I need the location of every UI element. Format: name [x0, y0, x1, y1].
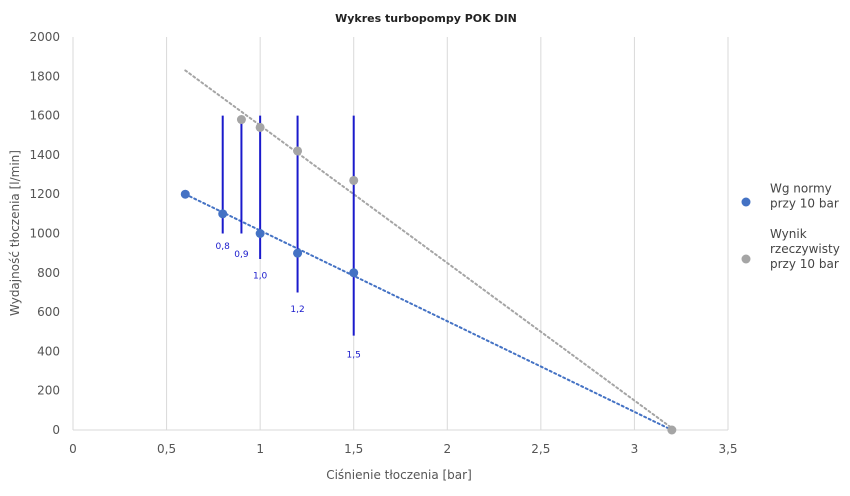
x-tick-label: 0 — [69, 442, 77, 456]
data-points — [180, 115, 677, 435]
pressure-bar-label: 0,8 — [216, 242, 231, 252]
trendline — [184, 193, 673, 431]
pressure-bar-label: 1,5 — [347, 350, 361, 360]
chart-title: Wykres turbopompy POK DIN — [335, 12, 517, 25]
data-point — [255, 122, 265, 132]
data-point — [255, 229, 265, 238]
gridlines — [72, 37, 729, 431]
legend-marker — [741, 254, 751, 264]
data-point — [218, 209, 228, 219]
pressure-bar-label: 1,2 — [290, 305, 304, 315]
legend-marker — [741, 197, 751, 207]
x-tick-label: 1 — [256, 442, 264, 456]
data-point — [349, 175, 359, 185]
y-axis-ticks: 0 200 400 600 800 1000 1200 1400 1600 1800 2000 — [29, 30, 60, 437]
y-tick-label: 400 — [37, 344, 60, 358]
y-tick-label: 1800 — [29, 69, 60, 83]
x-tick-label: 3 — [631, 442, 639, 456]
x-tick-label: 2,5 — [531, 442, 550, 456]
y-tick-label: 1200 — [29, 187, 60, 201]
legend: Wg normy przy 10 bar Wynik rzeczywisty przy … — [741, 182, 840, 271]
data-point — [293, 248, 303, 258]
data-point — [349, 268, 359, 278]
x-tick-label: 2 — [443, 442, 451, 456]
pressure-bars: 0,80,9 1,0 1,2 1,5 — [216, 115, 361, 360]
y-tick-label: 800 — [37, 266, 60, 280]
x-axis-ticks: 0 0,5 1 1,5 2 2,5 3 3,5 — [69, 442, 737, 456]
x-axis-label: Ciśnienie tłoczenia [bar] — [326, 468, 472, 482]
y-tick-label: 1600 — [29, 109, 60, 123]
y-tick-label: 2000 — [29, 30, 60, 44]
trendline — [184, 69, 673, 430]
pressure-bar-label: 1,0 — [253, 272, 268, 282]
x-tick-label: 1,5 — [344, 442, 363, 456]
x-tick-label: 3,5 — [718, 442, 737, 456]
y-tick-label: 600 — [37, 305, 60, 319]
y-tick-label: 1000 — [29, 227, 60, 241]
data-point — [180, 189, 190, 199]
pressure-bar-label: 0,9 — [234, 250, 249, 260]
y-tick-label: 200 — [37, 384, 60, 398]
y-tick-label: 0 — [52, 423, 60, 437]
data-point — [293, 146, 303, 156]
x-tick-label: 0,5 — [157, 442, 176, 456]
y-tick-label: 1400 — [29, 148, 60, 162]
legend-label: Wg normy przy 10 bar — [770, 182, 839, 211]
data-point — [667, 425, 677, 435]
y-axis-label: Wydajność tłoczenia [l/min] — [8, 150, 22, 316]
trendlines — [184, 69, 673, 431]
data-point — [236, 115, 246, 125]
legend-label: Wynik rzeczywisty przy 10 bar — [770, 227, 840, 271]
